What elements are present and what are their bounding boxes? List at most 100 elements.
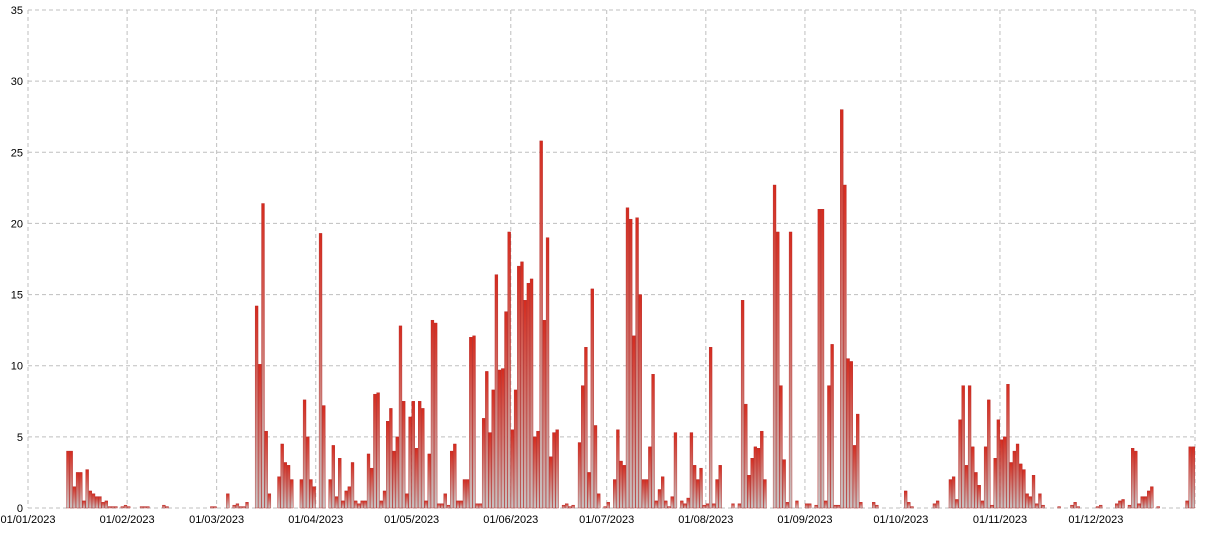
bar	[1070, 505, 1073, 508]
bar	[258, 364, 261, 508]
bar	[370, 468, 373, 508]
bar	[818, 209, 821, 508]
bar	[489, 433, 492, 508]
bar	[357, 504, 360, 508]
bar	[562, 505, 565, 508]
chart-container: 0510152025303501/01/202301/02/202301/03/…	[0, 0, 1205, 533]
bar	[680, 501, 683, 508]
bar	[843, 185, 846, 508]
bar	[83, 501, 86, 508]
bar	[965, 465, 968, 508]
x-tick-label: 01/08/2023	[678, 514, 733, 526]
bar	[124, 505, 127, 508]
bar	[361, 501, 364, 508]
bar	[834, 505, 837, 508]
bar	[859, 502, 862, 508]
bar	[444, 494, 447, 508]
bar	[684, 504, 687, 508]
bar	[89, 491, 92, 508]
x-tick-label: 01/03/2023	[189, 514, 244, 526]
bar	[1026, 494, 1029, 508]
bar	[607, 502, 610, 508]
bar	[313, 487, 316, 508]
bar	[364, 501, 367, 508]
bar	[1035, 504, 1038, 508]
bar	[984, 447, 987, 508]
bar	[70, 451, 73, 508]
bar	[1131, 448, 1134, 508]
bar	[255, 306, 258, 508]
bar	[262, 204, 265, 508]
bar	[549, 457, 552, 508]
bar	[754, 447, 757, 508]
bar	[1134, 451, 1137, 508]
bar	[674, 433, 677, 508]
bar	[648, 447, 651, 508]
bar	[783, 460, 786, 508]
bar	[473, 336, 476, 508]
bar	[690, 433, 693, 508]
bar	[210, 507, 213, 508]
bar	[485, 371, 488, 508]
bar	[815, 505, 818, 508]
bar	[242, 507, 245, 508]
bar	[668, 507, 671, 508]
bar	[335, 497, 338, 508]
bar	[453, 444, 456, 508]
bar	[428, 454, 431, 508]
bar	[1099, 505, 1102, 508]
bar	[530, 279, 533, 508]
bar	[613, 480, 616, 508]
bar	[329, 480, 332, 508]
bar	[975, 472, 978, 508]
bar	[636, 218, 639, 508]
bar	[418, 401, 421, 508]
x-tick-label: 01/06/2023	[483, 514, 538, 526]
bar	[540, 141, 543, 508]
bar	[114, 507, 117, 508]
bar	[1077, 507, 1080, 508]
bar	[108, 507, 111, 508]
bar	[377, 393, 380, 508]
bar	[978, 485, 981, 508]
bar	[872, 502, 875, 508]
bar	[409, 417, 412, 508]
bar	[584, 347, 587, 508]
bar	[658, 490, 661, 508]
bar	[760, 431, 763, 508]
bar	[1042, 505, 1045, 508]
bar	[911, 507, 914, 508]
bar	[1144, 497, 1147, 508]
bar	[645, 480, 648, 508]
bar	[290, 480, 293, 508]
bar	[1118, 501, 1121, 508]
x-tick-label: 01/11/2023	[973, 514, 1027, 526]
bar	[511, 430, 514, 508]
bar	[578, 443, 581, 508]
bar	[594, 425, 597, 508]
bar	[1096, 507, 1099, 508]
bar	[76, 472, 79, 508]
bar	[1141, 497, 1144, 508]
bar	[642, 480, 645, 508]
bar	[463, 480, 466, 508]
bar	[469, 337, 472, 508]
x-tick-label: 01/01/2023	[0, 514, 55, 526]
x-tick-label: 01/05/2023	[384, 514, 439, 526]
bar	[508, 232, 511, 508]
bar	[757, 448, 760, 508]
bar	[265, 431, 268, 508]
bar	[373, 394, 376, 508]
bar	[955, 499, 958, 508]
bar	[412, 401, 415, 508]
bar	[1032, 475, 1035, 508]
bar	[616, 430, 619, 508]
bar	[111, 507, 114, 508]
bar	[214, 507, 217, 508]
bar	[476, 504, 479, 508]
bar	[949, 480, 952, 508]
bar-chart: 0510152025303501/01/202301/02/202301/03/…	[0, 0, 1205, 533]
bar	[281, 444, 284, 508]
bar	[1128, 505, 1131, 508]
bar	[383, 491, 386, 508]
